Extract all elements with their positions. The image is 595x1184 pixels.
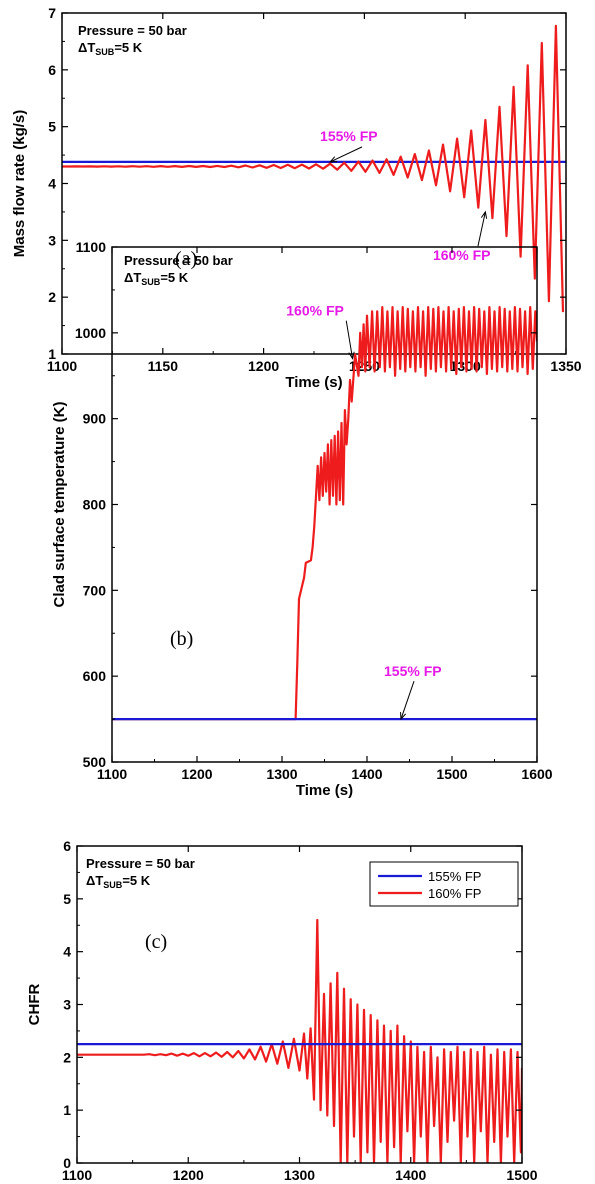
annotation-label: 160% FP: [433, 247, 491, 263]
x-tick-label: 1600: [521, 766, 552, 782]
x-tick-label: 1200: [173, 1167, 204, 1183]
annotation-arrow: [345, 320, 354, 359]
legend-label: 155% FP: [428, 869, 481, 884]
y-tick-label: 3: [48, 232, 56, 248]
y-tick-label: 1: [48, 346, 56, 362]
legend-box: [369, 861, 519, 907]
plot-area: [112, 306, 537, 721]
panel-label: (b): [170, 628, 193, 650]
series-line-160-fp-b: [112, 306, 537, 721]
y-tick-label: 7: [48, 5, 56, 21]
y-tick-label: 1100: [76, 239, 107, 255]
annotation-arrowhead: [328, 156, 338, 163]
y-tick-label: 3: [63, 997, 71, 1013]
annotation-arrow: [329, 146, 363, 163]
series-line-160-fp-c: [77, 918, 522, 1163]
y-tick-label: 6: [63, 838, 71, 854]
plot-area: [62, 24, 566, 313]
x-axis-label: Time (s): [296, 782, 353, 799]
y-tick-label: 0: [63, 1155, 71, 1171]
y-tick-label: 1: [63, 1102, 71, 1118]
subcooling-note: ΔTSUB=5 K: [124, 270, 189, 287]
pressure-note: Pressure = 50 bar: [86, 856, 195, 871]
panel-label: (a): [175, 248, 197, 270]
x-tick-label: 1300: [284, 1167, 315, 1183]
y-tick-label: 700: [83, 582, 107, 598]
subcooling-note: ΔTSUB=5 K: [78, 40, 143, 57]
annotation-label: 160% FP: [286, 303, 344, 319]
x-tick-label: 1200: [181, 766, 212, 782]
y-tick-label: 4: [63, 944, 71, 960]
x-tick-label: 1400: [351, 766, 382, 782]
annotation-arrow: [477, 211, 486, 247]
annotation-arrowhead: [348, 351, 355, 360]
chart-c: 110012001300140015000123456Time (s)CHFRP…: [26, 838, 538, 1184]
x-tick-label: 1100: [47, 358, 78, 374]
x-tick-label: 1100: [62, 1167, 93, 1183]
annotation-arrowhead: [480, 210, 488, 219]
y-tick-label: 600: [83, 668, 107, 684]
annotation-label: 155% FP: [320, 128, 378, 144]
pressure-note: Pressure = 50 bar: [124, 253, 233, 268]
annotation-arrowhead: [400, 712, 407, 721]
x-tick-label: 1300: [266, 766, 297, 782]
y-tick-label: 5: [48, 119, 56, 135]
y-tick-label: 4: [48, 176, 56, 192]
x-tick-label: 1150: [148, 358, 179, 374]
x-tick-label: 1400: [395, 1167, 426, 1183]
y-axis-label: CHFR: [26, 984, 43, 1026]
series-line-160-fp-a: [62, 24, 565, 313]
subcooling-note: ΔTSUB=5 K: [86, 873, 151, 890]
y-axis-label: Clad surface temperature (K): [51, 402, 68, 608]
y-tick-label: 5: [63, 891, 71, 907]
y-tick-label: 2: [48, 289, 56, 305]
x-tick-label: 1200: [248, 358, 279, 374]
panel-label: (c): [145, 931, 167, 953]
y-tick-label: 900: [83, 411, 107, 427]
y-tick-label: 1000: [75, 325, 106, 341]
legend-label: 160% FP: [428, 886, 481, 901]
x-tick-label: 1100: [97, 766, 128, 782]
chart-b: 1100 1200 1300 1400 1500 1600 500 600 700 800 900 1…: [51, 239, 553, 799]
x-axis-label: Time (s): [285, 374, 342, 391]
y-tick-label: 500: [83, 754, 107, 770]
y-tick-label: 800: [83, 497, 107, 513]
y-tick-label: 2: [63, 1049, 71, 1065]
legend: 155% FP 160% FP: [369, 861, 519, 907]
y-axis-label: Mass flow rate (kg/s): [11, 110, 28, 258]
y-tick-label: 6: [48, 62, 56, 78]
x-tick-label: 1500: [506, 1167, 537, 1183]
x-tick-label: 1500: [436, 766, 467, 782]
pressure-note: Pressure = 50 bar: [78, 23, 187, 38]
x-tick-label: 1350: [550, 358, 581, 374]
annotation-arrow: [400, 681, 415, 720]
annotation-label: 155% FP: [384, 663, 442, 679]
plot-area: [77, 918, 522, 1163]
